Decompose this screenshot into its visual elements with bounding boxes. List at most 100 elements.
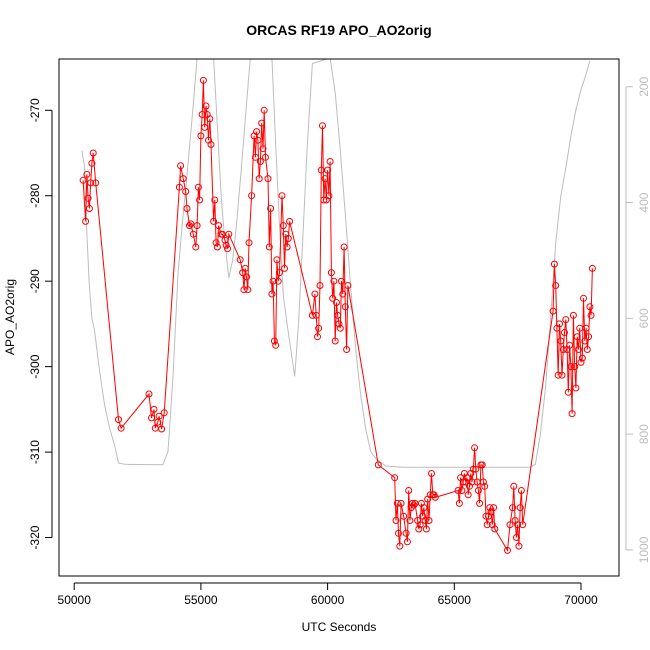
data-point (269, 277, 277, 285)
data-point (198, 111, 206, 118)
data-point (255, 175, 263, 183)
data-point (199, 76, 207, 84)
data-point (267, 205, 275, 212)
primary-series-group (79, 76, 596, 554)
data-point (315, 324, 323, 332)
data-point (463, 474, 471, 482)
data-point (336, 324, 344, 332)
data-point (506, 521, 514, 529)
data-point (392, 517, 400, 524)
data-point (207, 141, 215, 148)
data-point (243, 273, 250, 281)
data-point (341, 303, 349, 311)
data-point (213, 243, 221, 251)
data-point (571, 363, 579, 371)
data-point (201, 123, 209, 131)
secondary-series-line (81, 59, 591, 468)
data-point (549, 307, 557, 315)
data-point (210, 217, 218, 225)
data-point (557, 337, 565, 345)
data-point (79, 176, 87, 184)
data-point (215, 222, 223, 230)
data-point (256, 158, 264, 165)
data-point (402, 529, 410, 537)
data-point (472, 465, 480, 473)
data-point (515, 542, 523, 550)
data-point (393, 499, 401, 507)
data-point (221, 236, 229, 244)
y-tick-label: -310 (28, 440, 42, 464)
data-point (490, 504, 498, 512)
data-point (85, 205, 93, 212)
data-point (586, 303, 594, 311)
data-point (464, 491, 472, 499)
data-point (308, 311, 316, 319)
data-point (158, 425, 166, 433)
data-point (344, 282, 352, 289)
data-point (421, 517, 429, 524)
data-point (420, 504, 428, 512)
right-tick-label: 1000 (637, 536, 650, 563)
data-point (566, 341, 574, 349)
data-point (410, 501, 418, 509)
data-point (550, 260, 558, 268)
data-point (391, 474, 399, 482)
data-point (559, 346, 567, 353)
data-point (92, 179, 100, 187)
data-point (575, 346, 582, 353)
data-point (416, 521, 424, 529)
data-point (268, 290, 276, 298)
data-point (459, 478, 467, 486)
data-point (89, 149, 97, 157)
data-point (276, 269, 283, 277)
data-point (516, 504, 524, 512)
data-point (474, 487, 482, 494)
data-point (405, 487, 413, 494)
data-point (483, 521, 491, 529)
data-point (117, 424, 125, 432)
data-point (272, 341, 280, 349)
data-point (150, 405, 158, 413)
data-point (245, 239, 253, 247)
data-point (83, 170, 91, 178)
data-point (192, 243, 200, 251)
data-point (333, 299, 340, 306)
data-point (330, 277, 338, 285)
data-point (278, 192, 286, 200)
data-point (558, 371, 566, 379)
data-point (569, 311, 577, 319)
data-point (564, 388, 572, 396)
data-point (262, 153, 269, 161)
data-point (270, 337, 278, 345)
data-point (84, 194, 92, 202)
data-point (581, 337, 589, 345)
data-point (248, 192, 256, 200)
data-point (197, 132, 205, 140)
data-point (340, 243, 348, 251)
data-point (580, 294, 587, 302)
data-point (258, 119, 266, 127)
x-tick-label: 50000 (58, 593, 92, 607)
data-point (509, 504, 517, 512)
chart-title: ORCAS RF19 APO_AO2orig (246, 22, 431, 38)
data-point (517, 487, 525, 494)
data-point (510, 482, 518, 490)
data-point (476, 499, 484, 507)
data-point (186, 222, 193, 230)
data-point (554, 371, 562, 379)
data-point (241, 264, 249, 272)
data-point (236, 256, 244, 264)
data-point (431, 493, 439, 501)
data-point (183, 205, 191, 212)
right-tick-label: 400 (637, 192, 650, 212)
data-point (478, 461, 486, 469)
y-tick-label: -280 (28, 183, 42, 207)
data-point (469, 465, 477, 473)
y-tick-label: -270 (28, 98, 42, 122)
data-point (177, 162, 185, 170)
y-axis-label: APO_AO2orig (3, 279, 17, 355)
data-point (222, 241, 230, 249)
data-point (325, 192, 333, 200)
